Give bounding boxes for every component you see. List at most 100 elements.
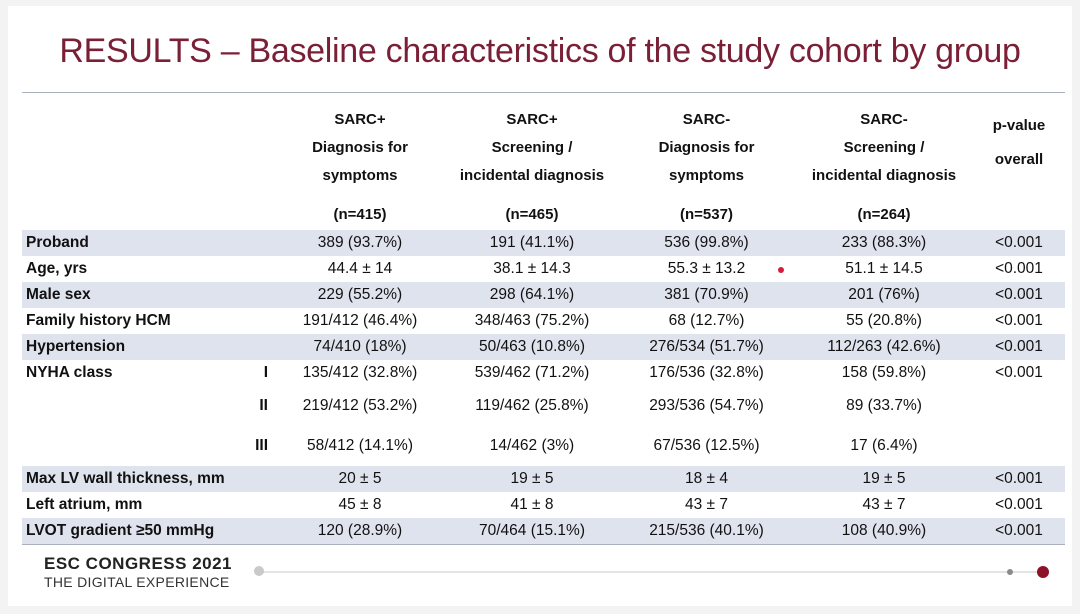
row-label: Age, yrs [26,260,88,277]
table-row: Family history HCM 191/412 (46.4%) 348/4… [22,308,1065,334]
baseline-table: SARC+ Diagnosis for symptoms (n=415) SAR… [22,94,1065,545]
column-header: SARC+ Diagnosis for symptoms (n=415) [274,94,446,230]
cell: 19 ± 5 [795,466,973,492]
column-n: (n=537) [680,206,733,223]
column-subtitle: Screening / [491,139,573,156]
cell: 51.1 ± 14.5 [845,260,923,277]
table-row: Left atrium, mm 45 ± 8 41 ± 8 43 ± 7 43 … [22,492,1065,518]
row-label: Max LV wall thickness, mm [22,466,274,492]
cell: 89 (33.7%) [846,397,922,414]
footer-congress-subtitle: THE DIGITAL EXPERIENCE [44,574,230,590]
cell: 191 (41.1%) [446,230,618,256]
column-n: (n=465) [505,206,559,223]
cell: 176/536 (32.8%) [649,364,764,381]
table-row: Proband 389 (93.7%) 191 (41.1%) 536 (99.… [22,230,1065,256]
nyha-sublabel: II [259,397,268,414]
table-row: II 219/412 (53.2%) 119/462 (25.8%) 293/5… [22,386,1065,426]
table-row: LVOT gradient ≥50 mmHg 120 (28.9%) 70/46… [22,518,1065,545]
slide: RESULTS – Baseline characteristics of th… [8,6,1072,606]
progress-dot[interactable] [1007,569,1013,575]
cell: 44.4 ± 14 [327,260,393,277]
pvalue-header: p-value overall [973,94,1065,230]
cell: 67/536 (12.5%) [653,437,760,454]
column-header: SARC- Diagnosis for symptoms (n=537) [618,94,795,230]
column-subtitle: Diagnosis for [658,139,755,156]
cell: 17 (6.4%) [850,437,918,454]
cell: 74/410 (18%) [274,334,446,360]
slide-title: RESULTS – Baseline characteristics of th… [59,32,1021,70]
cell: 276/534 (51.7%) [618,334,795,360]
column-n: (n=264) [857,206,911,223]
column-subtitle: symptoms [668,167,745,184]
cell: 43 ± 7 [862,496,906,513]
cell: 348/463 (75.2%) [474,312,590,329]
pvalue-cell: <0.001 [973,282,1065,308]
column-subtitle: symptoms [322,167,398,184]
table-row: NYHA class I 135/412 (32.8%) 539/462 (71.… [22,360,1065,386]
cell: 18 ± 4 [618,466,795,492]
footer-congress-title: ESC CONGRESS 2021 [44,554,233,573]
cell: 38.1 ± 14.3 [493,260,571,277]
cell: 298 (64.1%) [446,282,618,308]
progress-current-dot[interactable] [1037,566,1049,578]
cell: 55 (20.8%) [846,312,922,329]
pvalue-cell: <0.001 [973,518,1065,545]
nyha-sublabel: III [255,437,268,454]
column-subtitle: incidental diagnosis [459,167,605,184]
table-row: Max LV wall thickness, mm 20 ± 5 19 ± 5 … [22,466,1065,492]
cell: 233 (88.3%) [795,230,973,256]
cell: 389 (93.7%) [274,230,446,256]
column-group: SARC- [682,111,731,128]
cell: 119/462 (25.8%) [475,397,589,414]
column-group: SARC+ [334,111,386,128]
cell: 14/462 (3%) [489,437,575,454]
row-label: NYHA class I [22,360,274,386]
slide-progress-track [258,571,1048,573]
pvalue-header-line1: p-value [992,117,1046,134]
cell: 108 (40.9%) [795,518,973,545]
pvalue-cell: <0.001 [995,260,1043,277]
cell: 112/263 (42.6%) [795,334,973,360]
pvalue-cell: <0.001 [973,334,1065,360]
cell: 45 ± 8 [338,496,382,513]
column-subtitle: incidental diagnosis [811,167,957,184]
cell: 120 (28.9%) [274,518,446,545]
cell: 158 (59.8%) [841,364,927,381]
cell: 215/536 (40.1%) [618,518,795,545]
cell: 293/536 (54.7%) [649,397,764,414]
pvalue-cell [973,426,1065,466]
cell: 191/412 (46.4%) [302,312,418,329]
cell: 43 ± 7 [685,496,728,513]
header-row: SARC+ Diagnosis for symptoms (n=415) SAR… [22,94,1065,230]
cell: 539/462 (71.2%) [474,364,590,381]
cell: 536 (99.8%) [618,230,795,256]
cell: 55.3 ± 13.2 [667,260,746,277]
pvalue-cell: <0.001 [995,364,1043,381]
column-header: SARC+ Screening / incidental diagnosis (… [446,94,618,230]
cell: 19 ± 5 [446,466,618,492]
progress-start-dot[interactable] [254,566,264,576]
table-row: Hypertension 74/410 (18%) 50/463 (10.8%)… [22,334,1065,360]
pvalue-cell: <0.001 [995,496,1043,513]
pvalue-header-line2: overall [994,151,1044,168]
column-n: (n=415) [333,206,387,223]
column-header: SARC- Screening / incidental diagnosis (… [795,94,973,230]
row-label: Proband [22,230,274,256]
cell: 381 (70.9%) [618,282,795,308]
cell: 58/412 (14.1%) [307,437,413,454]
row-label-text: NYHA class [26,364,113,381]
cell: 201 (76%) [795,282,973,308]
column-subtitle: Diagnosis for [312,139,408,156]
column-subtitle: Screening / [843,139,925,156]
row-label: Male sex [22,282,274,308]
row-label: Left atrium, mm [26,496,143,513]
pvalue-cell: <0.001 [973,466,1065,492]
pvalue-cell: <0.001 [973,230,1065,256]
cell: 41 ± 8 [510,496,554,513]
row-label: Family history HCM [26,312,171,329]
table-row: Male sex 229 (55.2%) 298 (64.1%) 381 (70… [22,282,1065,308]
column-group: SARC- [860,111,908,128]
table-top-rule [22,92,1065,93]
cell: 50/463 (10.8%) [446,334,618,360]
header-blank [22,94,274,230]
